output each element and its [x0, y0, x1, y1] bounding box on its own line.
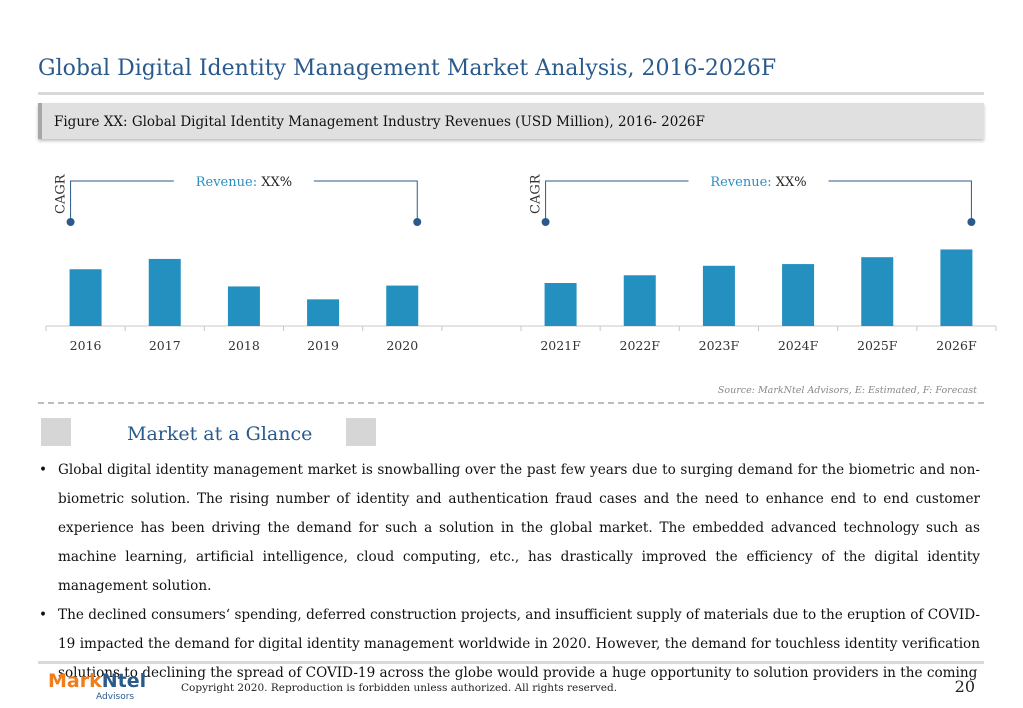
logo-mark: Mark	[48, 670, 102, 692]
page-title: Global Digital Identity Management Marke…	[38, 56, 777, 81]
source-note: Source: MarkNtel Advisors, E: Estimated,…	[717, 385, 977, 396]
bar-2020	[386, 285, 419, 326]
cagr-axis-label: CAGR	[529, 173, 544, 214]
revenue-bar-chart: 2016 2017 2018 2019 2020 2021F 2022F 2023F 2024F…	[45, 173, 997, 353]
bullet-text: Global digital identity management marke…	[58, 462, 980, 594]
bar-2023F	[702, 265, 735, 326]
cagr-dot-start	[66, 218, 75, 226]
bullet-item: • The declined consumers‘ spending, defer…	[38, 601, 980, 688]
tick-label-2019: 2019	[307, 338, 339, 353]
cagr-bracket-left	[70, 180, 174, 220]
tick-label-2020: 2020	[386, 338, 418, 353]
cagr-revenue-label: Revenue: XX%	[196, 175, 292, 190]
cagr-bracket-left	[545, 180, 689, 220]
tick-label-2024F: 2024F	[778, 338, 819, 353]
section-marker-right	[346, 418, 376, 446]
tick-label-2016: 2016	[70, 338, 102, 353]
bar-2019	[307, 299, 340, 326]
bar-2026F	[940, 249, 973, 326]
cagr-dot-end	[967, 218, 976, 226]
title-divider	[38, 92, 984, 95]
bar-2022F	[623, 275, 656, 326]
section-marker-left	[41, 418, 71, 446]
bullet-text: The declined consumers‘ spending, deferr…	[58, 607, 980, 681]
cagr-bracket-right	[313, 180, 418, 220]
bar-2017	[148, 258, 181, 326]
tick-label-2023F: 2023F	[699, 338, 740, 353]
bar-2018	[227, 286, 260, 326]
cagr-axis-label: CAGR	[54, 173, 69, 214]
tick-label-2026F: 2026F	[936, 338, 977, 353]
cagr-bracket-right	[828, 180, 972, 220]
cagr-revenue-label: Revenue: XX%	[710, 175, 806, 190]
tick-label-2018: 2018	[228, 338, 260, 353]
logo-ntel: Ntel	[101, 670, 147, 692]
marknetl-logo: MarkNtel Advisors	[48, 670, 147, 702]
logo-sub: Advisors	[96, 692, 135, 702]
page-number: 20	[954, 677, 975, 696]
footer-divider	[38, 661, 984, 664]
cagr-dot-start	[541, 218, 550, 226]
bullet-symbol: •	[39, 607, 48, 623]
bar-2021F	[544, 283, 577, 326]
figure-caption-bar: Figure XX: Global Digital Identity Manag…	[38, 103, 984, 139]
figure-caption: Figure XX: Global Digital Identity Manag…	[54, 114, 705, 130]
bullet-symbol: •	[39, 462, 48, 478]
tick-label-2022F: 2022F	[620, 338, 661, 353]
tick-label-2017: 2017	[149, 338, 181, 353]
section-title: Market at a Glance	[127, 423, 313, 445]
bar-2016	[69, 269, 102, 326]
bullet-list: • Global digital identity management mark…	[38, 456, 980, 688]
bar-2025F	[861, 257, 894, 326]
bullet-item: • Global digital identity management mark…	[38, 456, 980, 601]
tick-label-2021F: 2021F	[540, 338, 581, 353]
copyright: Copyright 2020. Reproduction is forbidde…	[181, 682, 618, 694]
tick-label-2025F: 2025F	[857, 338, 898, 353]
bar-2024F	[782, 264, 815, 326]
cagr-dot-end	[413, 218, 422, 226]
dashed-divider	[38, 402, 984, 404]
